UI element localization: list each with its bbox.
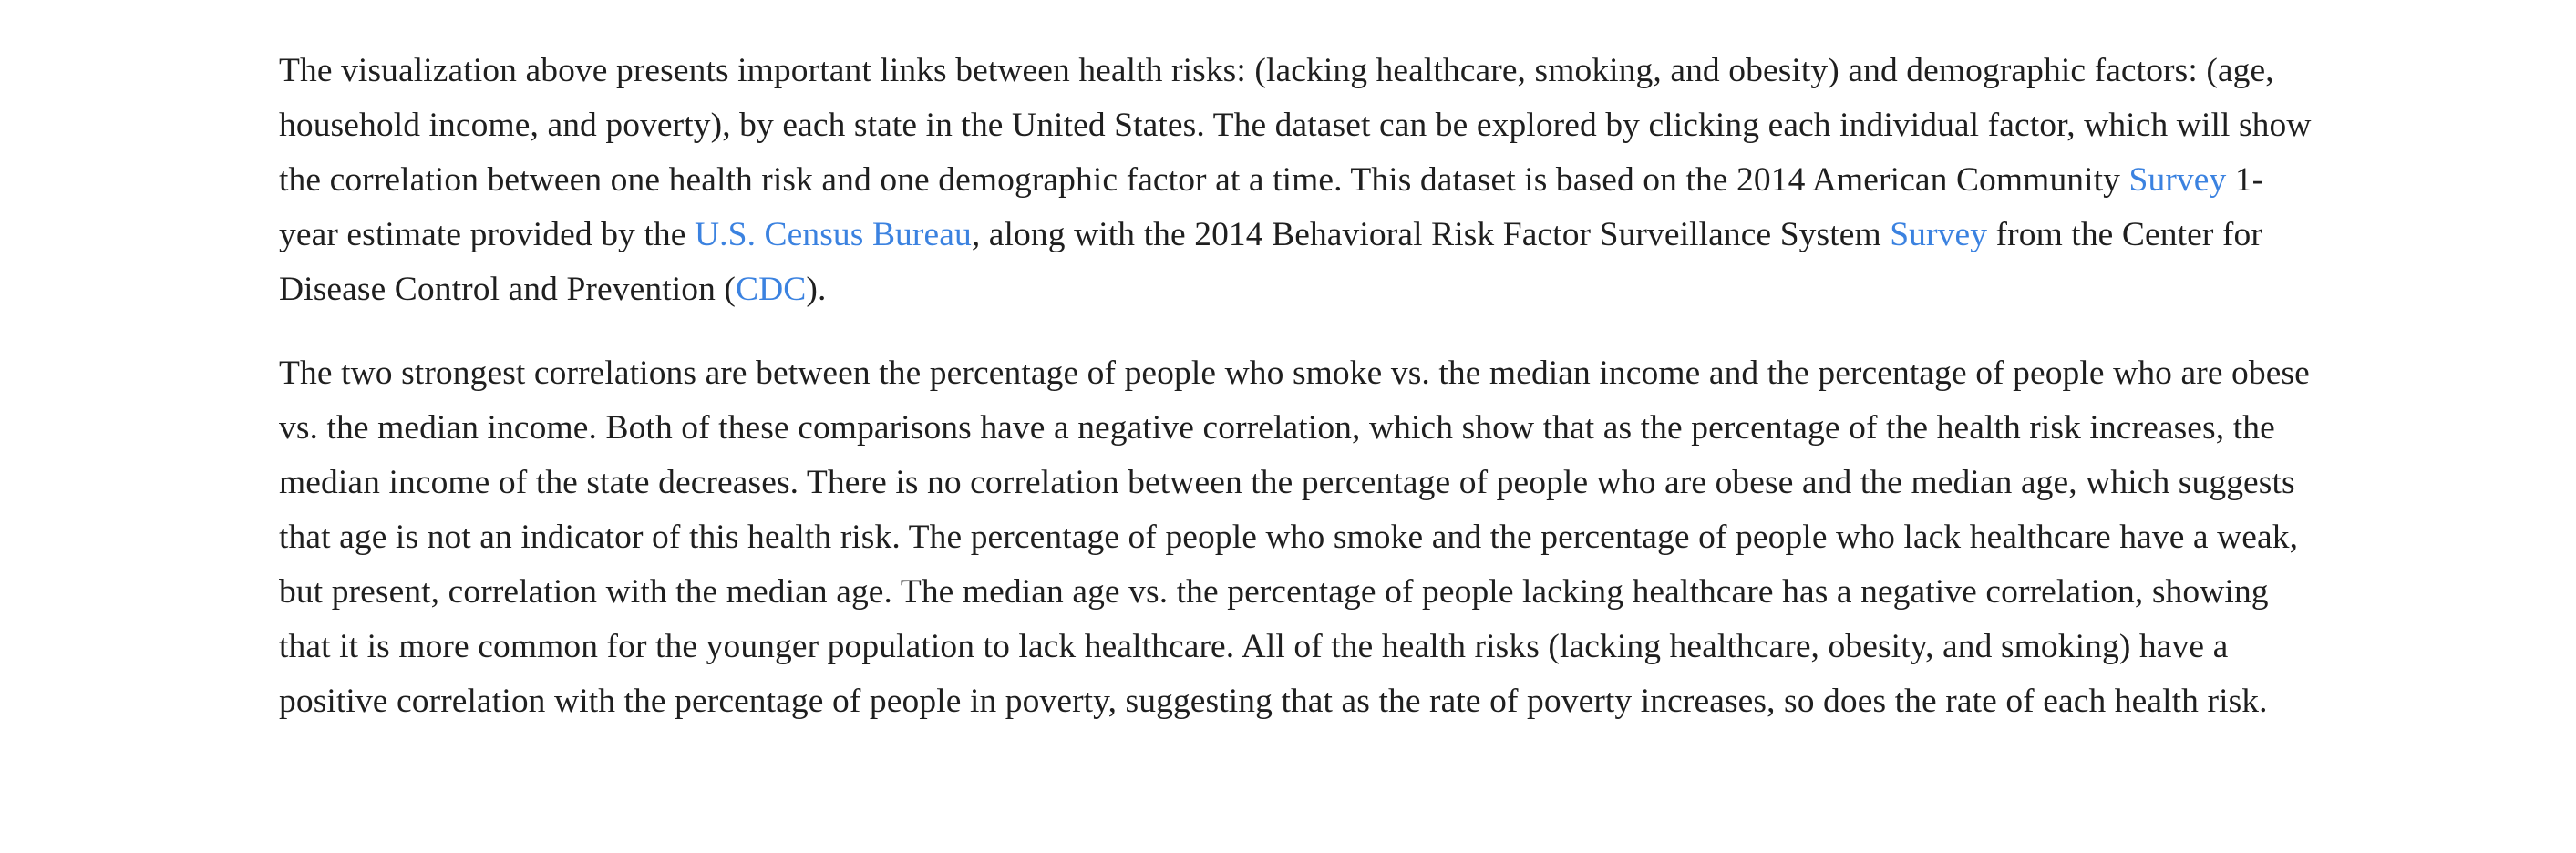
- census-bureau-link[interactable]: U.S. Census Bureau: [694, 216, 972, 253]
- brfss-survey-link[interactable]: Survey: [1890, 216, 1988, 253]
- article-body: The visualization above presents importa…: [279, 44, 2321, 729]
- paragraph-text: , along with the 2014 Behavioral Risk Fa…: [971, 216, 1891, 253]
- paragraph-text: from the Center for Disease Control and …: [279, 216, 2262, 308]
- paragraph-data-source: The visualization above presents importa…: [279, 44, 2321, 317]
- survey-link[interactable]: Survey: [2128, 161, 2227, 199]
- paragraph-text: 1-year estimate provided by the: [279, 161, 2264, 253]
- paragraph-findings: The two strongest correlations are betwe…: [279, 355, 2310, 720]
- cdc-link[interactable]: CDC: [736, 271, 807, 308]
- paragraph-text: ).: [806, 271, 827, 308]
- paragraph-text: The visualization above presents importa…: [279, 52, 2312, 199]
